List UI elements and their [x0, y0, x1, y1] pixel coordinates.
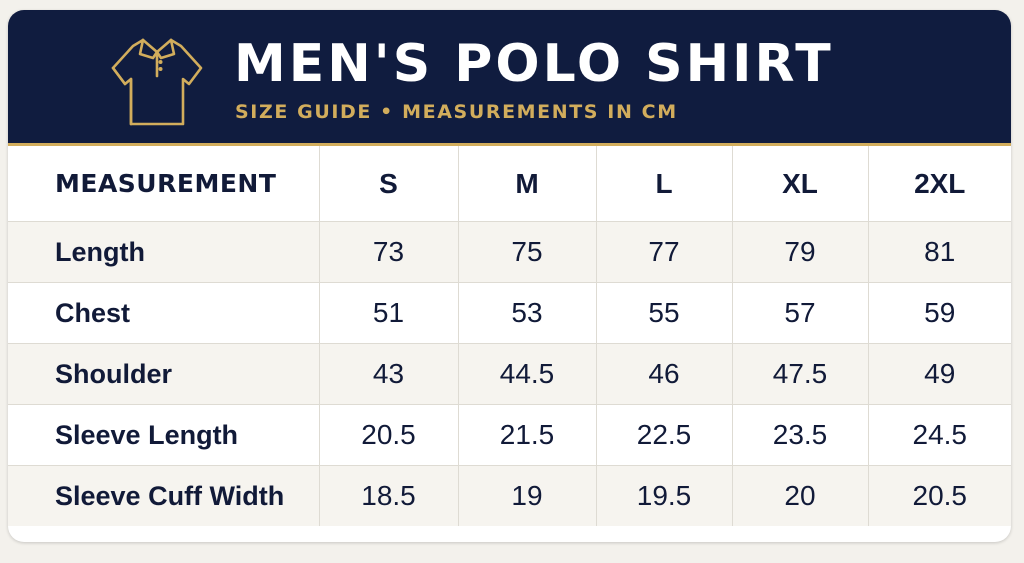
- column-header-s: S: [318, 146, 459, 222]
- table-cell: 57: [731, 282, 869, 344]
- table-cell: 77: [595, 221, 733, 283]
- table-cell: 20.5: [318, 404, 459, 466]
- column-header-measurement: MEASUREMENT: [8, 146, 320, 222]
- table-cell: 51: [318, 282, 459, 344]
- page-title: MEN'S POLO SHIRT: [234, 34, 834, 94]
- table-cell: 59: [867, 282, 1011, 344]
- table-cell: 49: [867, 343, 1011, 405]
- row-label-shoulder: Shoulder: [8, 343, 320, 405]
- table-cell: 46: [595, 343, 733, 405]
- header-banner: MEN'S POLO SHIRT SIZE GUIDE • MEASUREMEN…: [8, 10, 1011, 146]
- page-subtitle: SIZE GUIDE • MEASUREMENTS IN CM: [235, 101, 678, 123]
- table-cell: 47.5: [731, 343, 869, 405]
- table-cell: 75: [457, 221, 597, 283]
- table-row: Shoulder 43 44.5 46 47.5 49: [8, 343, 1011, 405]
- table-header-row: MEASUREMENT S M L XL 2XL: [8, 146, 1011, 222]
- row-label-chest: Chest: [8, 282, 320, 344]
- row-label-sleeve-length: Sleeve Length: [8, 404, 320, 466]
- table-row: Chest 51 53 55 57 59: [8, 282, 1011, 344]
- column-header-xl: XL: [731, 146, 869, 222]
- column-header-m: M: [457, 146, 597, 222]
- table-cell: 73: [318, 221, 459, 283]
- table-cell: 21.5: [457, 404, 597, 466]
- table-cell: 24.5: [867, 404, 1011, 466]
- column-header-2xl: 2XL: [867, 146, 1011, 222]
- table-cell: 19.5: [595, 465, 733, 526]
- table-row: Sleeve Length 20.5 21.5 22.5 23.5 24.5: [8, 404, 1011, 466]
- table-cell: 19: [457, 465, 597, 526]
- table-cell: 22.5: [595, 404, 733, 466]
- size-guide-card: MEN'S POLO SHIRT SIZE GUIDE • MEASUREMEN…: [8, 10, 1011, 542]
- table-row: Sleeve Cuff Width 18.5 19 19.5 20 20.5: [8, 465, 1011, 526]
- table-cell: 53: [457, 282, 597, 344]
- row-label-length: Length: [8, 221, 320, 283]
- table-cell: 20.5: [867, 465, 1011, 526]
- table-cell: 55: [595, 282, 733, 344]
- table-cell: 23.5: [731, 404, 869, 466]
- size-chart-table: MEASUREMENT S M L XL 2XL Length 73 75 77…: [8, 146, 1011, 526]
- row-label-sleeve-cuff-width: Sleeve Cuff Width: [8, 465, 320, 526]
- column-header-l: L: [595, 146, 733, 222]
- table-row: Length 73 75 77 79 81: [8, 221, 1011, 283]
- polo-shirt-icon: [111, 38, 203, 126]
- table-cell: 81: [867, 221, 1011, 283]
- table-cell: 18.5: [318, 465, 459, 526]
- table-cell: 20: [731, 465, 869, 526]
- table-cell: 43: [318, 343, 459, 405]
- table-cell: 44.5: [457, 343, 597, 405]
- table-cell: 79: [731, 221, 869, 283]
